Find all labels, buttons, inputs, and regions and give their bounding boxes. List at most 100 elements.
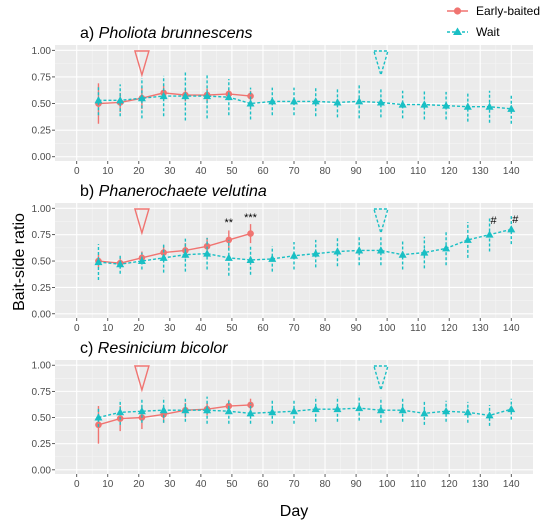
x-tick-label: 130 bbox=[472, 479, 489, 490]
x-tick-label: 140 bbox=[503, 479, 520, 490]
x-tick-label: 90 bbox=[351, 166, 363, 177]
x-tick-label: 110 bbox=[410, 323, 426, 334]
panel-title: b) Phanerochaete velutina bbox=[80, 183, 267, 200]
x-tick-label: 90 bbox=[351, 479, 363, 490]
data-point-wait bbox=[485, 230, 494, 238]
wait-bait-day-marker bbox=[372, 208, 389, 236]
data-point-wait bbox=[420, 409, 429, 417]
data-point-wait bbox=[420, 100, 429, 108]
legend-item-wait: Wait bbox=[447, 25, 500, 39]
x-tick-label: 100 bbox=[379, 479, 396, 490]
y-tick-label: 1.00 bbox=[32, 204, 52, 215]
series-line-early-baited bbox=[98, 404, 251, 426]
data-point-early-baited bbox=[247, 401, 254, 409]
data-point-wait bbox=[355, 246, 364, 254]
legend: Early-baited Wait bbox=[447, 4, 540, 39]
data-point-wait bbox=[507, 404, 516, 413]
data-point-wait bbox=[333, 404, 342, 413]
y-tick-label: 0.75 bbox=[32, 72, 52, 83]
y-axis-label: Bait-side ratio bbox=[11, 213, 28, 311]
data-point-wait bbox=[203, 406, 212, 414]
data-point-wait bbox=[116, 96, 125, 104]
panel-b: 0.00 0.25 0.50 0.75 1.00 0 10 20 30 40 50 60 70 80 90 1… bbox=[32, 183, 533, 334]
data-point-wait bbox=[485, 411, 494, 419]
series-line-wait bbox=[98, 407, 512, 419]
x-tick-label: 140 bbox=[503, 166, 520, 177]
x-tick-label: 0 bbox=[74, 323, 80, 334]
data-point-wait bbox=[311, 249, 320, 257]
x-tick-label: 130 bbox=[472, 323, 489, 334]
data-point-wait bbox=[94, 413, 103, 421]
data-point-wait bbox=[181, 406, 190, 414]
panel-title-species: Resinicium bicolor bbox=[98, 340, 228, 357]
data-point-wait bbox=[398, 250, 407, 258]
data-point-wait bbox=[355, 97, 364, 105]
data-point-wait bbox=[246, 409, 255, 417]
y-tick-label: 0.75 bbox=[32, 230, 52, 241]
x-tick-label: 70 bbox=[288, 323, 300, 334]
data-point-wait bbox=[181, 91, 190, 100]
panel-title-prefix: a) bbox=[80, 25, 99, 42]
x-tick-label: 120 bbox=[441, 166, 458, 177]
x-tick-label: 20 bbox=[133, 479, 145, 490]
data-point-wait bbox=[290, 97, 298, 105]
data-point-wait bbox=[485, 102, 494, 110]
x-tick-label: 130 bbox=[472, 166, 489, 177]
significance-annotation: *** bbox=[244, 212, 258, 224]
y-tick-label: 0.00 bbox=[32, 152, 52, 163]
data-point-wait bbox=[224, 92, 233, 101]
legend-wait-label: Wait bbox=[476, 25, 500, 39]
y-tick-label: 0.25 bbox=[32, 439, 52, 450]
data-point-wait bbox=[420, 248, 429, 256]
x-tick-label: 30 bbox=[164, 166, 176, 177]
legend-item-early-baited: Early-baited bbox=[447, 4, 540, 18]
x-tick-label: 20 bbox=[133, 323, 145, 334]
legend-early-baited-marker bbox=[453, 7, 462, 15]
x-tick-label: 50 bbox=[226, 323, 238, 334]
y-tick-label: 0.25 bbox=[32, 283, 52, 294]
data-point-wait bbox=[159, 253, 168, 261]
data-point-wait bbox=[159, 406, 168, 414]
x-tick-label: 110 bbox=[410, 166, 426, 177]
y-tick-label: 0.00 bbox=[32, 465, 52, 476]
data-point-early-baited bbox=[247, 230, 254, 237]
x-tick-label: 40 bbox=[195, 323, 207, 334]
x-tick-label: 60 bbox=[257, 166, 269, 177]
x-tick-label: 60 bbox=[257, 479, 269, 490]
x-tick-label: 50 bbox=[226, 479, 238, 490]
data-point-wait bbox=[398, 100, 407, 108]
x-tick-label: 80 bbox=[319, 479, 331, 490]
data-point-wait bbox=[442, 101, 451, 109]
y-tick-label: 0.50 bbox=[32, 99, 52, 110]
data-point-wait bbox=[311, 97, 320, 105]
data-point-wait bbox=[290, 251, 298, 259]
data-point-wait bbox=[116, 259, 125, 268]
x-tick-label: 90 bbox=[351, 323, 363, 334]
wait-bait-day-marker bbox=[372, 50, 389, 78]
data-point-wait bbox=[311, 404, 320, 413]
x-tick-label: 120 bbox=[441, 323, 458, 334]
x-tick-label: 10 bbox=[102, 166, 114, 177]
data-point-wait bbox=[137, 94, 146, 102]
data-point-wait bbox=[507, 104, 516, 112]
data-point-wait bbox=[137, 407, 146, 415]
y-tick-label: 0.75 bbox=[32, 387, 52, 398]
x-tick-label: 110 bbox=[410, 479, 426, 490]
data-point-wait bbox=[268, 408, 277, 416]
data-point-wait bbox=[137, 256, 146, 265]
data-point-wait bbox=[463, 408, 472, 416]
x-tick-label: 30 bbox=[164, 323, 176, 334]
x-tick-label: 30 bbox=[164, 479, 176, 490]
data-point-wait bbox=[376, 98, 385, 106]
x-tick-label: 100 bbox=[379, 323, 396, 334]
panel-a: 0.00 0.25 0.50 0.75 1.00 0 10 20 30 40 50 60 70 80 90 1… bbox=[32, 25, 533, 177]
wait-bait-day-marker bbox=[372, 365, 389, 393]
data-point-early-baited bbox=[203, 242, 211, 250]
data-point-wait bbox=[398, 406, 407, 414]
panel-title-prefix: b) bbox=[80, 183, 99, 200]
early-bait-day-marker bbox=[133, 50, 150, 78]
series-line-early-baited bbox=[98, 92, 251, 105]
early-bait-day-marker bbox=[133, 208, 150, 236]
x-tick-label: 40 bbox=[195, 479, 207, 490]
